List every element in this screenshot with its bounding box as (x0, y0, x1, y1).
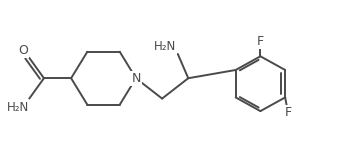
Text: O: O (18, 44, 28, 57)
Text: H₂N: H₂N (7, 101, 29, 114)
Text: F: F (285, 106, 292, 119)
Text: H₂N: H₂N (153, 40, 176, 53)
Text: N: N (131, 72, 141, 85)
Text: F: F (257, 35, 264, 48)
